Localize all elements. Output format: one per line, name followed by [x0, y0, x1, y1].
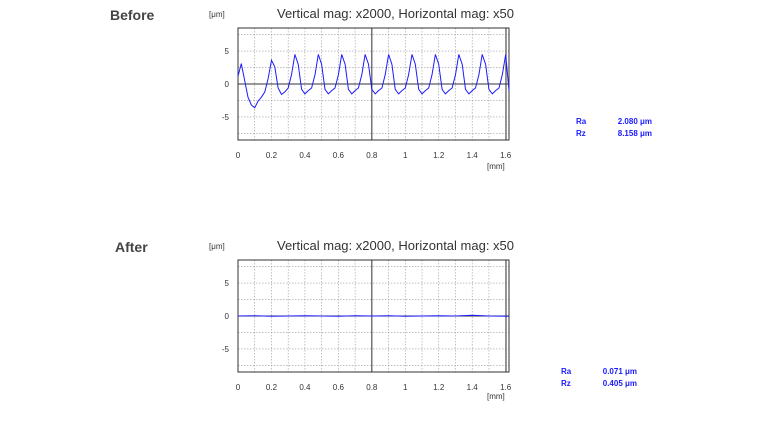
ra-value: 0.071 μm: [602, 367, 637, 376]
x-tick-label: 1.2: [433, 383, 445, 392]
before-panel: Before [μm] Vertical mag: x2000, Horizon…: [0, 0, 768, 216]
y-tick-label: -5: [222, 113, 230, 122]
x-tick-label: 0.8: [366, 151, 378, 160]
x-tick-label: 1: [403, 383, 408, 392]
x-tick-label: 0.6: [333, 383, 345, 392]
after-profile-chart: 5 0 -5 0 0.2 0.4 0.6 0.8 1 1.2 1.4 1.6: [222, 259, 512, 392]
x-tick-label: 0.4: [299, 151, 311, 160]
rz-value: 0.405 μm: [602, 379, 637, 388]
x-tick-label: 1.2: [433, 151, 445, 160]
ra-stat: Ra 2.080 μm: [576, 116, 652, 128]
rz-stat: Rz 8.158 μm: [576, 128, 652, 140]
x-tick-label: 1.4: [467, 383, 479, 392]
y-tick-label: 0: [225, 312, 230, 321]
y-axis-unit: [μm]: [209, 242, 225, 251]
rz-stat: Rz 0.405 μm: [561, 378, 637, 390]
ra-value: 2.080 μm: [617, 117, 652, 126]
ra-stat: Ra 0.071 μm: [561, 366, 637, 378]
roughness-stats: Ra 2.080 μm Rz 8.158 μm: [576, 116, 652, 140]
y-tick-label: 5: [225, 279, 230, 288]
plot-frame: [237, 27, 510, 141]
ra-label: Ra: [561, 367, 572, 376]
x-axis-unit: [mm]: [487, 162, 505, 171]
x-tick-label: 0.2: [266, 383, 278, 392]
x-tick-label: 0: [236, 383, 241, 392]
x-axis-unit: [mm]: [487, 392, 505, 401]
x-tick-label: 0: [236, 151, 241, 160]
x-tick-label: 0.2: [266, 151, 278, 160]
profile-line: [237, 54, 510, 109]
ra-label: Ra: [576, 117, 587, 126]
chart-title: Vertical mag: x2000, Horizontal mag: x50: [277, 6, 515, 21]
rz-value: 8.158 μm: [617, 129, 652, 138]
profile-line: [237, 314, 510, 317]
before-profile-chart: 5 0 -5 0 0.2 0.4 0.6 0.8 1 1.2 1.4 1.6: [222, 27, 512, 160]
x-tick-label: 1.6: [500, 383, 512, 392]
x-tick-label: 0.4: [299, 383, 311, 392]
x-tick-label: 0.6: [333, 151, 345, 160]
after-panel: After [μm] Vertical mag: x2000, Horizont…: [0, 232, 768, 432]
panel-label: After: [115, 239, 148, 255]
y-tick-label: 0: [225, 80, 230, 89]
chart-title: Vertical mag: x2000, Horizontal mag: x50: [277, 238, 515, 253]
y-axis-unit: [μm]: [209, 10, 225, 19]
x-tick-label: 1: [403, 151, 408, 160]
roughness-stats: Ra 0.071 μm Rz 0.405 μm: [561, 366, 637, 390]
y-tick-label: -5: [222, 345, 230, 354]
x-tick-label: 1.6: [500, 151, 512, 160]
x-tick-label: 1.4: [467, 151, 479, 160]
y-tick-label: 5: [225, 47, 230, 56]
rz-label: Rz: [576, 129, 586, 138]
panel-label: Before: [110, 7, 155, 23]
x-tick-label: 0.8: [366, 383, 378, 392]
rz-label: Rz: [561, 379, 571, 388]
